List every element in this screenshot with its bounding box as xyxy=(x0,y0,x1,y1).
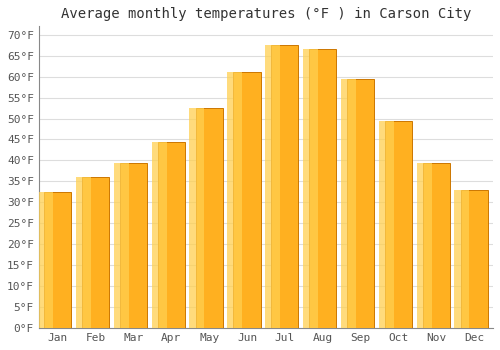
Bar xyxy=(234,72,260,328)
Bar xyxy=(44,192,72,328)
Bar xyxy=(303,49,318,328)
Bar xyxy=(265,45,280,328)
Bar xyxy=(38,192,53,328)
Title: Average monthly temperatures (°F ) in Carson City: Average monthly temperatures (°F ) in Ca… xyxy=(60,7,471,21)
Bar xyxy=(378,121,394,328)
Bar xyxy=(341,79,356,328)
Bar xyxy=(416,162,432,328)
Bar xyxy=(271,45,298,328)
Bar xyxy=(152,142,166,328)
Bar xyxy=(227,72,242,328)
Bar xyxy=(120,162,147,328)
Bar xyxy=(82,177,109,328)
Bar xyxy=(196,108,223,328)
Bar xyxy=(309,49,336,328)
Bar xyxy=(114,162,128,328)
Bar xyxy=(454,190,469,328)
Bar xyxy=(190,108,204,328)
Bar xyxy=(158,142,185,328)
Bar xyxy=(422,162,450,328)
Bar xyxy=(460,190,488,328)
Bar xyxy=(385,121,412,328)
Bar xyxy=(76,177,91,328)
Bar xyxy=(347,79,374,328)
